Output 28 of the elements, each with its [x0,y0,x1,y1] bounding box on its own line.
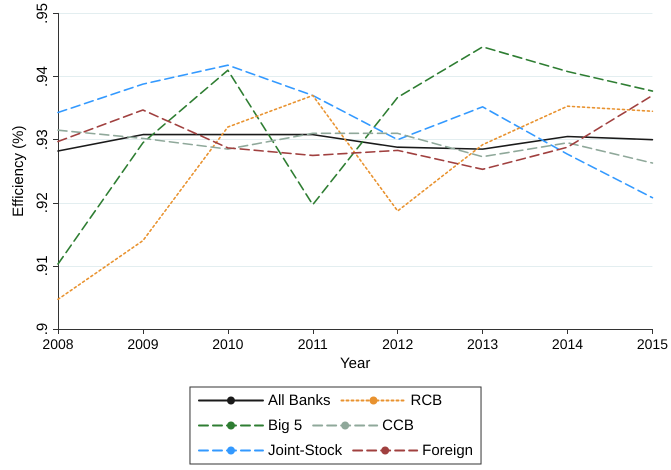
legend-label: CCB [382,417,414,434]
x-tick-label: 2011 [298,336,328,352]
legend-label: RCB [410,392,442,409]
y-tick-label: .94 [34,66,51,87]
line-series [57,129,654,164]
x-tick-label: 2009 [127,336,159,352]
y-tick-label: .95 [34,2,51,24]
line-series [57,46,654,265]
x-tick-label: 2010 [212,336,244,352]
x-tick-label: 2013 [467,336,498,352]
y-axis-title: Efficiency (%) [10,126,27,217]
y-tick-label: .92 [34,192,51,214]
line-series [57,64,654,199]
x-tick-label: 2012 [382,336,414,352]
legend-label: Big 5 [268,417,302,434]
legend-label: Foreign [422,442,474,459]
legend-label: Joint-Stock [268,442,343,459]
line-series [57,94,654,170]
y-tick-label: .91 [34,255,51,276]
line-series [57,94,654,300]
line-series [57,134,654,152]
x-axis-title: Year [340,354,370,372]
legend-label: All Banks [268,392,331,409]
x-tick-label: 2014 [552,336,584,352]
y-tick-label: .93 [34,129,51,150]
y-tick-label: .9 [34,322,51,336]
x-tick-label: 2008 [42,336,74,352]
x-tick-label: 2015 [636,336,668,352]
